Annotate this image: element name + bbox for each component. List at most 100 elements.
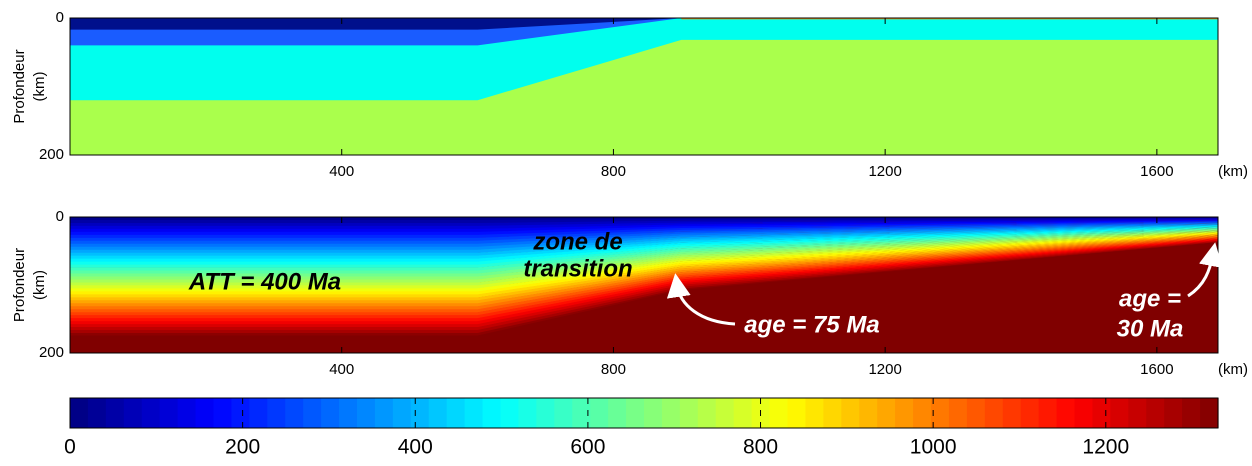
colorbar-segment bbox=[895, 398, 914, 428]
colorbar-segment bbox=[733, 398, 753, 428]
colorbar-tick-label: 600 bbox=[570, 436, 605, 459]
colorbar-segment bbox=[1200, 398, 1219, 428]
colorbar-segment bbox=[374, 398, 394, 428]
colorbar-segment bbox=[823, 398, 842, 428]
plot-frame bbox=[69, 216, 1219, 354]
colorbar-segment bbox=[626, 398, 645, 428]
colorbar-segment bbox=[231, 398, 250, 428]
colorbar-segment bbox=[1146, 398, 1165, 428]
colorbar-segment bbox=[572, 398, 591, 428]
colorbar-segment bbox=[428, 398, 448, 428]
y-axis-unit: (km) bbox=[31, 72, 48, 102]
plot-area bbox=[70, 18, 1218, 155]
colorbar-tick-label: 200 bbox=[225, 436, 260, 459]
colorbar-segment bbox=[1038, 398, 1058, 428]
plot-frame bbox=[69, 17, 1219, 156]
colorbar-segment bbox=[123, 398, 143, 428]
temperature-band bbox=[70, 225, 1218, 260]
colorbar-segment bbox=[410, 398, 430, 428]
colorbar-segment bbox=[948, 398, 968, 428]
annotation: transition bbox=[523, 255, 632, 282]
x-tick-label: 1200 bbox=[868, 163, 901, 180]
colorbar-segment bbox=[105, 398, 125, 428]
colorbar-segment bbox=[769, 398, 789, 428]
temperature-band bbox=[70, 218, 1218, 227]
colorbar-segment bbox=[697, 398, 717, 428]
colorbar-segment bbox=[931, 398, 950, 428]
temperature-band bbox=[70, 226, 1218, 265]
temperature-band bbox=[70, 220, 1218, 239]
colorbar-segment bbox=[590, 398, 609, 428]
colorbar-segment bbox=[554, 398, 573, 428]
colorbar-segment bbox=[1002, 398, 1022, 428]
temperature-band bbox=[70, 217, 1218, 221]
colorbar-segment bbox=[715, 398, 735, 428]
colorbar-segment bbox=[859, 398, 878, 428]
colorbar-segment bbox=[177, 398, 197, 428]
x-unit: (km) bbox=[1218, 163, 1248, 180]
colorbar-segment bbox=[70, 398, 89, 428]
x-unit: (km) bbox=[1218, 361, 1248, 378]
colorbar-segment bbox=[805, 398, 824, 428]
y-axis-label: Profondeur bbox=[11, 248, 28, 322]
colorbar-segment bbox=[679, 398, 699, 428]
colorbar-segment bbox=[913, 398, 932, 428]
y-tick-label: 200 bbox=[39, 146, 64, 163]
x-tick-label: 400 bbox=[329, 361, 354, 378]
colorbar-segment bbox=[1020, 398, 1040, 428]
temperature-band bbox=[70, 224, 1218, 254]
temperature-band bbox=[70, 222, 1218, 248]
colorbar-segment bbox=[213, 398, 233, 428]
colorbar-segment bbox=[249, 398, 268, 428]
colorbar-segment bbox=[87, 398, 107, 428]
plot-area bbox=[70, 217, 1218, 353]
arrow bbox=[1187, 242, 1223, 298]
colorbar-segment bbox=[966, 398, 986, 428]
temperature-band bbox=[70, 220, 1218, 236]
colorbar-segment bbox=[1056, 398, 1076, 428]
colorbar-segment bbox=[644, 398, 663, 428]
arrow bbox=[666, 273, 736, 326]
x-tick-label: 1600 bbox=[1140, 163, 1173, 180]
temperature-band bbox=[70, 217, 1218, 224]
colorbar-segment bbox=[392, 398, 412, 428]
colorbar-segment bbox=[1128, 398, 1147, 428]
colorbar-tick-label: 1000 bbox=[910, 436, 957, 459]
x-tick-label: 800 bbox=[601, 361, 626, 378]
x-tick-label: 400 bbox=[329, 163, 354, 180]
colorbar-segment bbox=[536, 398, 555, 428]
colorbar-segment bbox=[339, 398, 358, 428]
annotation: age = bbox=[1119, 285, 1181, 312]
y-tick-label: 200 bbox=[39, 344, 64, 361]
colorbar-segment bbox=[877, 398, 896, 428]
colorbar-segment bbox=[1092, 398, 1111, 428]
temperature-band bbox=[70, 219, 1218, 233]
colorbar-segment bbox=[141, 398, 161, 428]
colorbar-tick-label: 400 bbox=[398, 436, 433, 459]
colorbar-segment bbox=[984, 398, 1004, 428]
temperature-band bbox=[70, 221, 1218, 242]
y-tick-label: 0 bbox=[56, 208, 64, 225]
x-tick-label: 800 bbox=[601, 163, 626, 180]
temperature-band bbox=[70, 224, 1218, 257]
colorbar-segment bbox=[482, 398, 502, 428]
y-tick-label: 0 bbox=[56, 9, 64, 26]
temperature-band bbox=[70, 218, 1218, 230]
colorbar-segment bbox=[321, 398, 340, 428]
temperature-band bbox=[70, 222, 1218, 245]
colorbar-segment bbox=[787, 398, 807, 428]
colorbar-tick-label: 0 bbox=[64, 436, 76, 459]
colorbar-segment bbox=[1164, 398, 1183, 428]
annotation: ATT = 400 Ma bbox=[188, 268, 341, 295]
annotation: 30 Ma bbox=[1117, 315, 1184, 342]
y-axis-label: Profondeur bbox=[11, 49, 28, 123]
x-tick-label: 1200 bbox=[868, 361, 901, 378]
colorbar-tick-label: 1200 bbox=[1082, 436, 1129, 459]
colorbar-segment bbox=[464, 398, 484, 428]
layer bbox=[70, 18, 682, 30]
colorbar-segment bbox=[500, 398, 520, 428]
colorbar-segment bbox=[159, 398, 179, 428]
colorbar-segment bbox=[446, 398, 466, 428]
colorbar-segment bbox=[661, 398, 681, 428]
